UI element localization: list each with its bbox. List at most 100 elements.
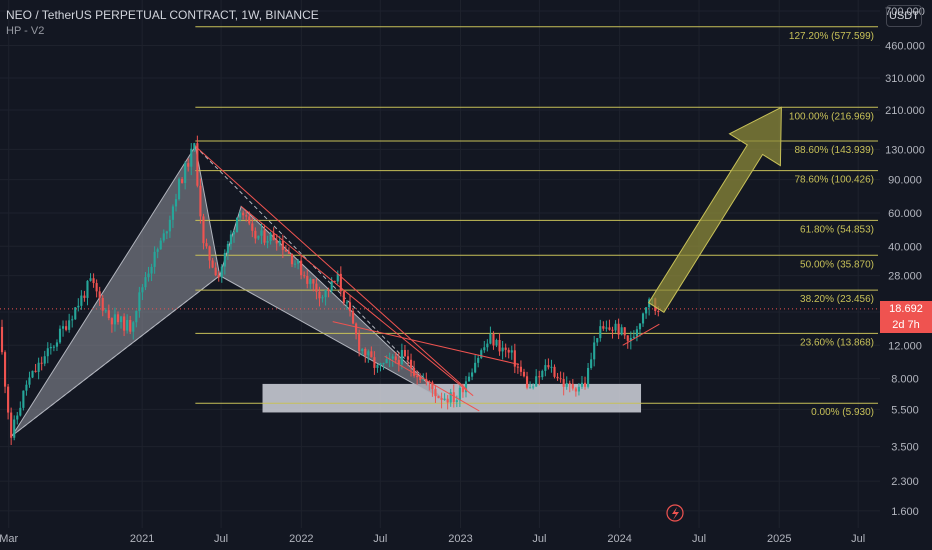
candle-body	[547, 365, 550, 368]
candle-body	[92, 278, 95, 284]
candle-body	[324, 289, 327, 298]
candle-body	[300, 260, 303, 276]
candle-body	[61, 326, 65, 329]
x-tick-label: Jul	[373, 533, 387, 545]
y-tick-label: 28.000	[888, 271, 922, 283]
candle-body	[98, 291, 101, 298]
candle-body	[422, 378, 425, 381]
candle-body	[577, 386, 580, 392]
last-price-label: 18.692	[880, 300, 932, 317]
candle-body	[489, 333, 492, 344]
projection-arrow	[648, 106, 782, 313]
candle-body	[293, 263, 297, 265]
candle-body	[153, 251, 156, 267]
x-tick-label: Mar	[0, 533, 19, 545]
candle-body	[248, 216, 251, 224]
candle-body	[290, 253, 294, 265]
candle-body	[614, 323, 617, 331]
candle-body	[16, 415, 19, 420]
candle-body	[245, 215, 248, 217]
candle-body	[46, 348, 49, 357]
candle-body	[620, 327, 623, 335]
trendline	[384, 355, 480, 412]
fib-label: 78.60% (100.426)	[794, 175, 874, 186]
candle-body	[373, 357, 376, 368]
currency-button[interactable]: USDT	[886, 5, 922, 27]
candle-body	[556, 376, 559, 379]
fib-label: 38.20% (23.456)	[800, 294, 874, 305]
candle-body	[287, 251, 291, 254]
candle-body	[40, 362, 43, 364]
candle-body	[409, 359, 413, 369]
fib-label: 88.60% (143.939)	[794, 145, 874, 156]
candle-body	[242, 212, 245, 216]
candle-body	[150, 266, 153, 274]
y-tick-label: 60.000	[888, 208, 922, 220]
candle-body	[559, 378, 562, 380]
candle-body	[251, 223, 254, 231]
x-tick-label: Jul	[692, 533, 706, 545]
candle-body	[321, 297, 324, 299]
candle-body	[217, 275, 220, 278]
candle-body	[431, 382, 434, 389]
candle-body	[397, 359, 400, 365]
x-tick-label: 2021	[130, 533, 154, 545]
candle-body	[275, 240, 278, 244]
candle-body	[461, 387, 464, 393]
candle-body	[223, 252, 226, 267]
candle-body	[394, 356, 397, 360]
candle-body	[13, 419, 16, 438]
y-tick-label: 3.500	[891, 442, 919, 454]
candle-body	[315, 283, 318, 292]
candle-body	[190, 148, 193, 167]
candle-body	[7, 386, 10, 413]
trendline	[195, 145, 468, 390]
candle-body	[71, 319, 74, 321]
candle-body	[159, 240, 162, 250]
indicator-name: HP - V2	[6, 25, 45, 37]
y-tick-label: 2.300	[891, 476, 919, 488]
candle-body	[260, 230, 263, 236]
candle-body	[162, 233, 165, 241]
candle-body	[342, 291, 345, 303]
projection-arrow-shape	[648, 106, 782, 313]
candle-body	[31, 370, 34, 378]
candle-body	[345, 302, 349, 304]
candle-body	[580, 382, 584, 387]
lightning-icon-ring	[666, 504, 684, 522]
candle-body	[348, 302, 352, 312]
candle-body	[474, 362, 477, 373]
candle-body	[65, 326, 68, 330]
candle-body	[25, 384, 28, 391]
candle-body	[483, 347, 486, 351]
candle-body	[220, 266, 223, 278]
candle-body	[126, 320, 129, 331]
candle-body	[278, 240, 281, 244]
x-tick-label: Jul	[532, 533, 546, 545]
candle-body	[638, 323, 642, 330]
candle-body	[501, 347, 504, 352]
axes: 1.6002.3003.5005.5008.00012.00018.00028.…	[0, 6, 925, 545]
x-tick-label: 2024	[607, 533, 631, 545]
candle-body	[413, 368, 416, 376]
candle-body	[525, 376, 529, 388]
candle-body	[55, 342, 59, 347]
candle-body	[434, 388, 437, 397]
candle-body	[138, 292, 141, 311]
candle-body	[184, 163, 187, 183]
candle-body	[590, 359, 593, 368]
candle-body	[492, 333, 495, 346]
x-tick-label: 2022	[289, 533, 313, 545]
candle-body	[599, 326, 602, 339]
candle-body	[80, 295, 83, 306]
candle-body	[77, 305, 80, 308]
candle-body	[541, 370, 544, 378]
candle-body	[74, 307, 77, 320]
candle-body	[571, 383, 574, 389]
candle-body	[58, 328, 62, 343]
candle-body	[205, 243, 208, 247]
candle-body	[199, 185, 202, 217]
x-tick-label: 2023	[448, 533, 472, 545]
y-tick-label: 90.000	[888, 175, 922, 187]
